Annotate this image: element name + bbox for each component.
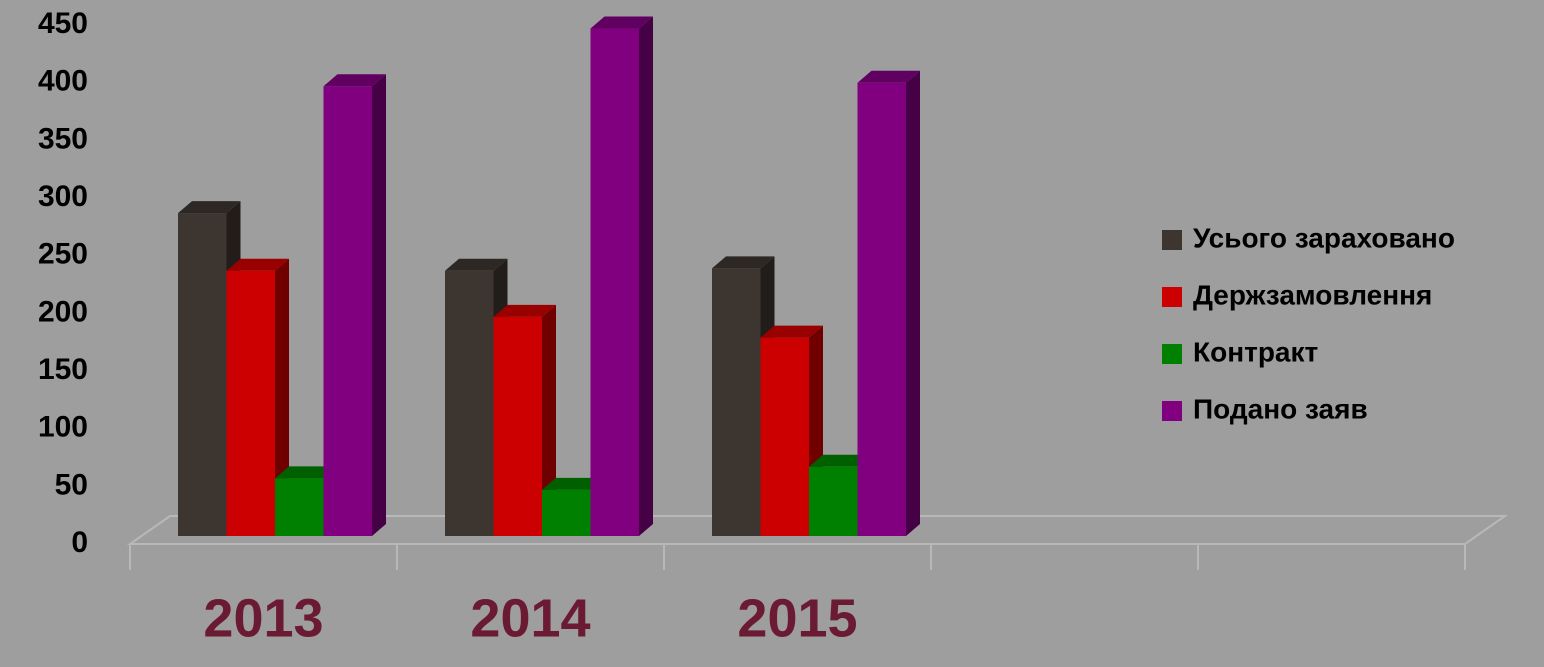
bar: [590, 16, 653, 537]
y-tick-label: 350: [38, 122, 88, 155]
bar-side: [542, 304, 556, 536]
bar-top: [178, 201, 241, 214]
y-tick-label: 150: [38, 353, 88, 386]
legend-swatch: [1162, 344, 1182, 364]
bar: [857, 70, 920, 537]
bar-top: [857, 70, 920, 83]
legend-swatch: [1162, 287, 1182, 307]
bar-top: [226, 258, 289, 271]
y-tick-label: 0: [71, 526, 88, 559]
bar-side: [275, 258, 289, 536]
bar: [226, 258, 289, 536]
legend-swatch: [1162, 230, 1182, 250]
x-tick-label: 2014: [470, 588, 590, 648]
y-tick-label: 400: [38, 65, 88, 98]
bar-top: [542, 477, 605, 490]
bar-front: [712, 268, 761, 536]
x-tick-label: 2013: [203, 588, 323, 648]
bar-side: [639, 16, 653, 537]
bar-top: [712, 256, 775, 269]
bar-front: [760, 337, 809, 536]
bar-side: [906, 70, 920, 537]
bar-top: [445, 258, 508, 271]
legend-label: Усього зараховано: [1193, 222, 1455, 253]
bar-top: [760, 325, 823, 338]
y-tick-label: 300: [38, 180, 88, 213]
bar-front: [493, 316, 542, 536]
bar-top: [275, 466, 338, 479]
bar-front: [226, 270, 275, 536]
floor: [126, 515, 1509, 545]
y-tick-label: 50: [55, 468, 88, 501]
x-tick-label: 2015: [737, 588, 857, 648]
bar-front: [857, 82, 906, 537]
bar-top: [493, 304, 556, 317]
bar-front: [178, 213, 227, 537]
y-tick-label: 250: [38, 238, 88, 271]
bar-front: [323, 86, 372, 536]
bar-front: [275, 478, 324, 536]
bar-side: [372, 74, 386, 536]
bar: [493, 304, 556, 536]
legend-swatch: [1162, 401, 1182, 421]
bar-front: [542, 489, 591, 536]
bar-front: [590, 28, 639, 537]
legend-label: Подано заяв: [1193, 393, 1368, 424]
legend-label: Держзамовлення: [1193, 279, 1432, 310]
bar-top: [809, 454, 872, 467]
legend-label: Контракт: [1193, 336, 1318, 367]
bar: [323, 74, 386, 536]
bar-top: [323, 74, 386, 87]
bar-top: [590, 16, 653, 29]
bar-front: [809, 466, 858, 536]
y-tick-label: 450: [38, 7, 88, 40]
bar-front: [445, 270, 494, 536]
y-tick-label: 200: [38, 295, 88, 328]
y-tick-label: 100: [38, 411, 88, 444]
